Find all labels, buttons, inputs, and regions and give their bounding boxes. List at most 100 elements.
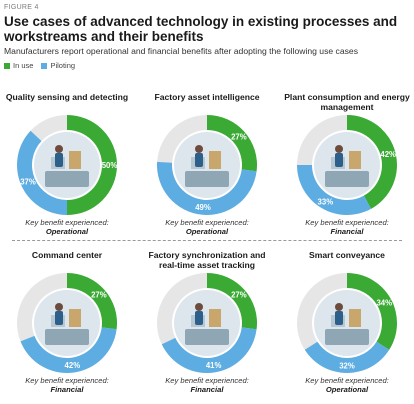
illustration-worker-head	[55, 303, 63, 311]
donut-segment-piloting	[304, 341, 390, 373]
center-illustration	[314, 290, 380, 356]
chart-title: Use cases of advanced technology in exis…	[4, 14, 398, 44]
legend-item-piloting: Piloting	[41, 61, 75, 70]
donut-segment-in-use	[347, 115, 397, 209]
illustration-worker-body	[335, 153, 343, 167]
row-divider	[12, 240, 402, 241]
benefit-prefix: Key benefit experienced:	[25, 376, 109, 385]
donut-chart: 50% 37%	[16, 115, 118, 215]
panel-title: Command center	[31, 250, 103, 260]
illustration-background	[314, 132, 380, 198]
donut-segment-remainder	[30, 115, 67, 142]
legend-swatch-piloting	[41, 62, 48, 69]
benefit-value: Operational	[45, 227, 89, 236]
illustration-worker-head	[335, 303, 343, 311]
illustration-worker-head	[335, 145, 343, 153]
legend-label-in-use: In use	[13, 61, 34, 70]
panel-factory-asset-intelligence: Factory asset intelligence 27% 49% Key be…	[142, 92, 272, 236]
chart-subtitle: Manufacturers report operational and fin…	[4, 46, 358, 56]
donut-segment-remainder	[157, 115, 207, 163]
data-label-in-use: 34%	[376, 298, 392, 307]
panel-title: Factory synchronization and real-time as…	[148, 250, 266, 270]
illustration-machine	[325, 171, 369, 187]
data-label-piloting: 37%	[20, 178, 36, 187]
data-label-in-use: 27%	[91, 291, 107, 300]
illustration-machine	[185, 329, 229, 345]
illustration-crate	[69, 309, 81, 327]
donut-segment-piloting	[161, 327, 257, 373]
donut-segment-remainder	[17, 273, 67, 342]
benefit-value: Financial	[50, 385, 84, 394]
illustration-background	[34, 132, 100, 198]
illustration-worker-head	[195, 303, 203, 311]
panel-title: Plant consumption and energy management	[284, 92, 410, 112]
benefit-value: Financial	[190, 385, 224, 394]
donut-segment-remainder	[157, 273, 207, 345]
donut-segment-in-use	[207, 273, 257, 330]
donut-segment-in-use	[347, 273, 397, 350]
donut-segment-piloting	[20, 327, 117, 373]
donut-chart: 27% 41%	[157, 273, 257, 373]
donut-segment-in-use	[207, 115, 257, 172]
data-label-piloting: 42%	[65, 361, 81, 370]
illustration-crate	[349, 151, 361, 169]
illustration-crate	[349, 309, 361, 327]
illustration-machine	[185, 171, 229, 187]
data-label-piloting: 41%	[206, 361, 222, 370]
donut-segment-remainder	[297, 115, 347, 165]
benefit-prefix: Key benefit experienced:	[25, 218, 109, 227]
donut-chart: 27% 49%	[157, 115, 257, 216]
data-label-in-use: 27%	[231, 291, 247, 300]
illustration-worker-body	[335, 311, 343, 325]
panel-quality-sensing: Quality sensing and detecting 50% 37% Key…	[2, 92, 132, 236]
illustration-machine	[45, 171, 89, 187]
donut-segment-piloting	[157, 161, 257, 216]
legend: In use Piloting	[4, 61, 83, 70]
legend-swatch-in-use	[4, 62, 10, 69]
legend-label-piloting: Piloting	[50, 61, 76, 70]
benefit-prefix: Key benefit experienced:	[305, 376, 389, 385]
donut-chart: 34% 32%	[297, 273, 397, 373]
center-illustration	[174, 132, 240, 198]
center-illustration	[34, 290, 100, 356]
panel-command-center: Command center 27% 42% Key benefit experi…	[2, 250, 132, 394]
donut-segment-piloting	[16, 130, 67, 215]
illustration-worker-head	[195, 145, 203, 153]
data-label-in-use: 50%	[102, 161, 118, 170]
center-illustration	[314, 132, 380, 198]
benefit-prefix: Key benefit experienced:	[305, 218, 389, 227]
figure-label: FIGURE 4	[4, 4, 39, 11]
benefit-value: Operational	[325, 385, 369, 394]
data-label-in-use: 42%	[380, 150, 396, 159]
illustration-worker-head	[55, 145, 63, 153]
center-illustration	[174, 290, 240, 356]
benefit-value: Financial	[330, 227, 364, 236]
donut-segment-in-use	[67, 273, 117, 330]
illustration-worker-body	[195, 153, 203, 167]
donut-chart: 42% 33%	[297, 115, 397, 215]
illustration-crate	[69, 151, 81, 169]
illustration-background	[174, 290, 240, 356]
donut-segment-piloting	[297, 165, 372, 215]
data-label-in-use: 27%	[231, 133, 247, 142]
illustration-background	[174, 132, 240, 198]
legend-item-in-use: In use	[4, 61, 33, 70]
panel-title: Quality sensing and detecting	[5, 92, 129, 102]
illustration-background	[34, 290, 100, 356]
illustration-background	[314, 290, 380, 356]
illustration-worker-body	[55, 311, 63, 325]
panel-title: Factory asset intelligence	[154, 92, 260, 102]
data-label-piloting: 49%	[195, 203, 211, 212]
benefit-prefix: Key benefit experienced:	[165, 376, 249, 385]
donut-segment-in-use	[67, 115, 117, 215]
benefit-value: Operational	[185, 227, 229, 236]
panel-smart-conveyance: Smart conveyance 34% 32% Key benefit expe…	[282, 250, 412, 394]
illustration-worker-body	[55, 153, 63, 167]
illustration-crate	[209, 309, 221, 327]
illustration-machine	[325, 329, 369, 345]
illustration-worker-body	[195, 311, 203, 325]
illustration-crate	[209, 151, 221, 169]
panel-factory-synchronization: Factory synchronization and real-time as…	[142, 250, 272, 394]
data-label-piloting: 32%	[339, 361, 355, 370]
benefit-prefix: Key benefit experienced:	[165, 218, 249, 227]
